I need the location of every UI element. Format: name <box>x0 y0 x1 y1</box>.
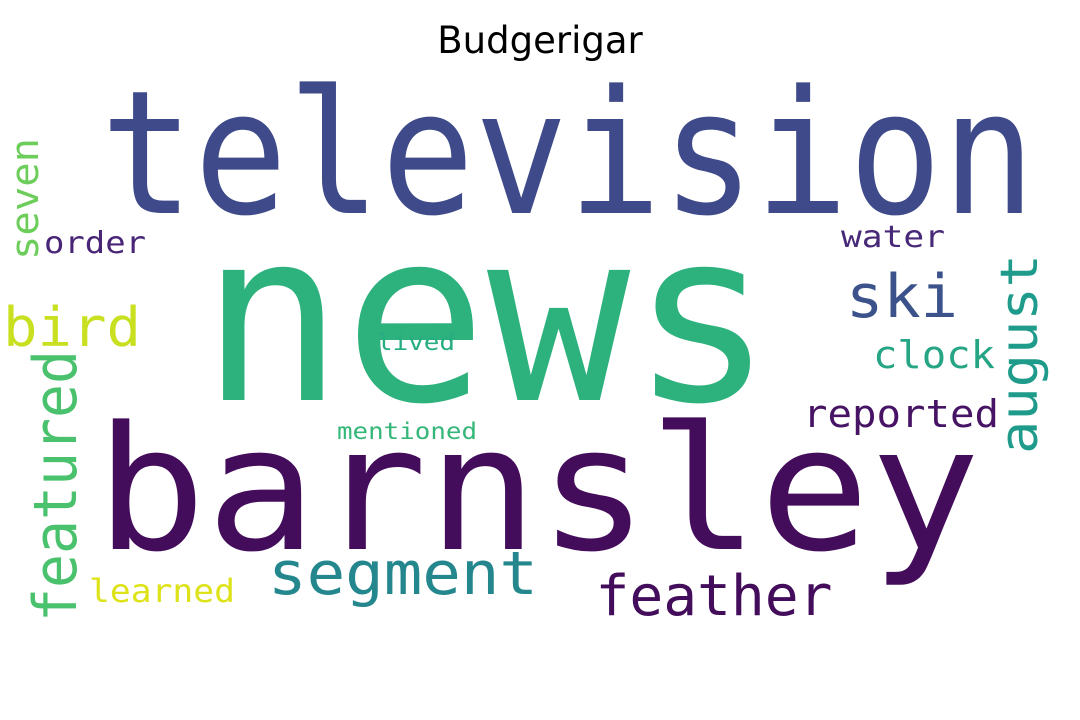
word-august: august <box>990 254 1050 454</box>
word-clock: clock <box>873 333 995 377</box>
word-featured: featured <box>21 350 91 622</box>
word-television: television <box>101 53 1036 254</box>
word-segment: segment <box>268 539 538 609</box>
word-reported: reported <box>803 392 999 436</box>
word-order: order <box>44 226 146 261</box>
word-barnsley: barnsley <box>96 389 981 590</box>
word-feather: feather <box>596 564 833 629</box>
word-lived: lived <box>377 330 455 356</box>
word-water: water <box>841 220 945 255</box>
word-seven: seven <box>3 138 47 260</box>
word-mentioned: mentioned <box>337 419 477 445</box>
word-bird: bird <box>3 296 141 359</box>
word-ski: ski <box>846 262 958 332</box>
word-learned: learned <box>89 572 235 610</box>
word-news: news <box>200 180 773 457</box>
word-cloud-title: Budgerigar <box>437 19 643 62</box>
